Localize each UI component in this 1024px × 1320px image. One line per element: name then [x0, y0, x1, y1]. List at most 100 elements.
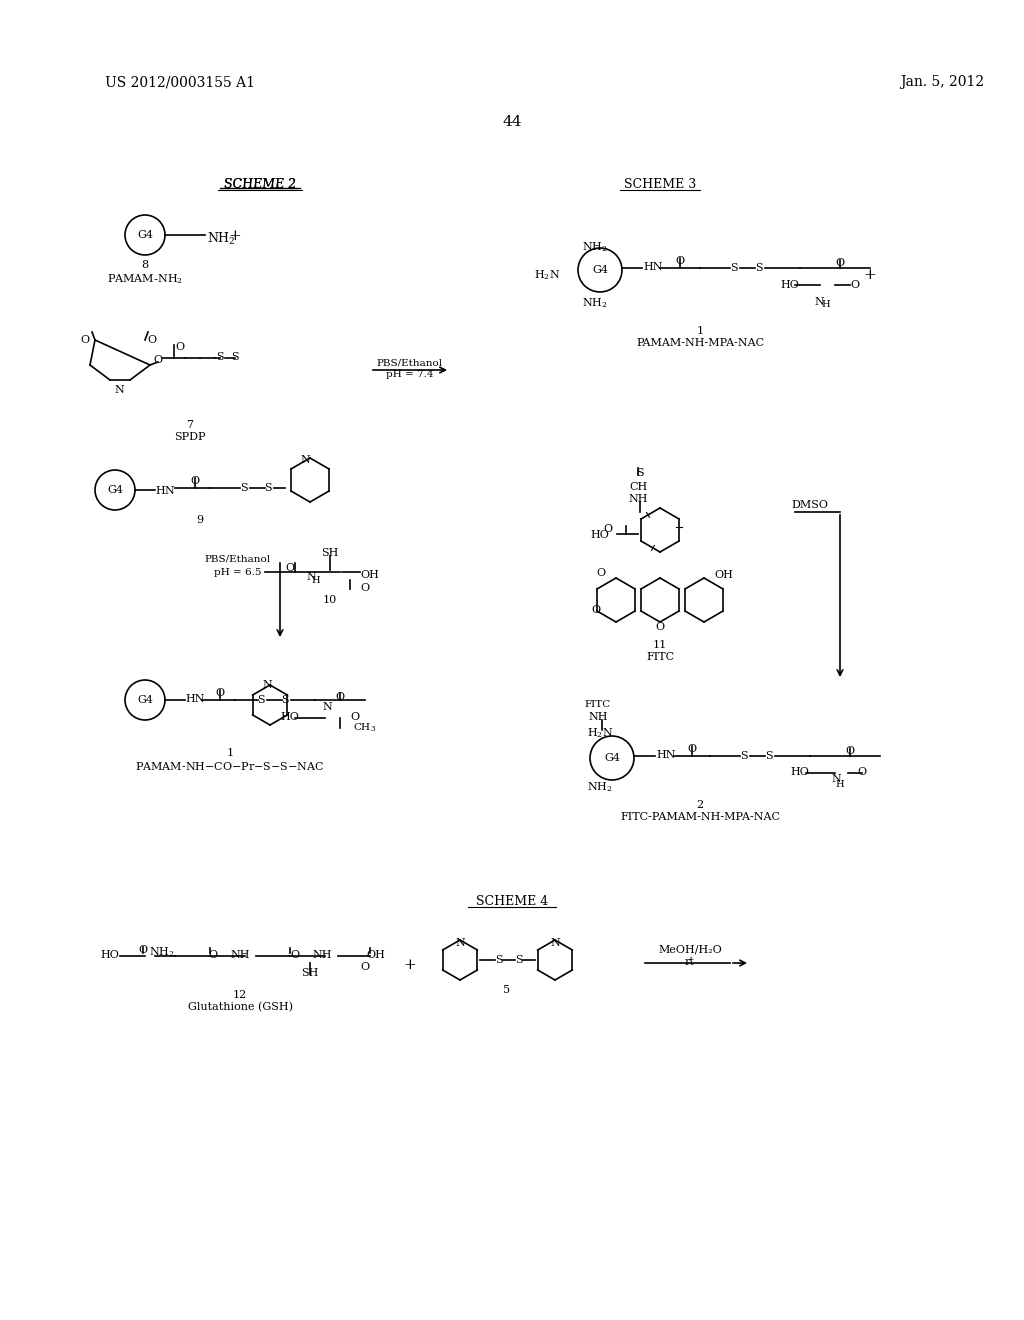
- Text: O: O: [336, 692, 344, 702]
- Text: FITC-PAMAM-NH-MPA-NAC: FITC-PAMAM-NH-MPA-NAC: [620, 812, 780, 822]
- Text: G4: G4: [137, 230, 153, 240]
- Text: H: H: [836, 780, 845, 789]
- Text: DMSO: DMSO: [792, 500, 828, 510]
- Text: S: S: [264, 483, 271, 492]
- Text: SCHEME 3: SCHEME 3: [624, 178, 696, 191]
- Text: G4: G4: [137, 696, 153, 705]
- Text: O: O: [655, 622, 665, 632]
- Text: SCHEME 4: SCHEME 4: [476, 895, 548, 908]
- Text: O: O: [360, 962, 370, 972]
- Text: PAMAM-NH$\mathregular{-}$CO$\mathregular{-}$Pr$\mathregular{-}$S$\mathregular{-}: PAMAM-NH$\mathregular{-}$CO$\mathregular…: [135, 760, 325, 772]
- Text: NH: NH: [312, 950, 332, 960]
- Text: PAMAM-NH-MPA-NAC: PAMAM-NH-MPA-NAC: [636, 338, 764, 348]
- Text: S: S: [257, 696, 265, 705]
- Text: O: O: [138, 945, 147, 954]
- Text: G4: G4: [604, 752, 620, 763]
- Text: S: S: [282, 696, 289, 705]
- Text: N: N: [455, 939, 465, 948]
- Text: 44: 44: [502, 115, 522, 129]
- Text: +: +: [863, 268, 877, 282]
- Text: S: S: [515, 954, 523, 965]
- Text: O: O: [603, 524, 612, 535]
- Text: OH: OH: [360, 570, 379, 579]
- Text: HN: HN: [643, 261, 663, 272]
- Text: FITC: FITC: [646, 652, 674, 663]
- Text: 7: 7: [186, 420, 194, 430]
- Text: Glutathione (GSH): Glutathione (GSH): [187, 1002, 293, 1012]
- Text: O: O: [687, 744, 696, 754]
- Text: $\mathregular{NH_2}$: $\mathregular{NH_2}$: [150, 945, 175, 958]
- Text: SCHEME 2: SCHEME 2: [224, 178, 296, 191]
- Text: $\mathregular{CH_3}$: $\mathregular{CH_3}$: [353, 722, 377, 734]
- Text: O: O: [350, 711, 359, 722]
- Text: O: O: [215, 688, 224, 698]
- Text: O: O: [360, 583, 369, 593]
- Text: US 2012/0003155 A1: US 2012/0003155 A1: [105, 75, 255, 88]
- Text: FITC: FITC: [585, 700, 611, 709]
- Text: O: O: [209, 950, 217, 960]
- Text: SH: SH: [301, 968, 318, 978]
- Text: O: O: [175, 342, 184, 352]
- Text: $\mathregular{N}$: $\mathregular{N}$: [814, 294, 825, 308]
- Text: HO: HO: [281, 711, 299, 722]
- Text: HO: HO: [100, 950, 120, 960]
- Text: S: S: [730, 263, 738, 273]
- Text: HO: HO: [791, 767, 809, 777]
- Text: pH = 6.5: pH = 6.5: [214, 568, 262, 577]
- Text: O: O: [836, 257, 845, 268]
- Text: 1: 1: [696, 326, 703, 337]
- Text: SH: SH: [322, 548, 339, 558]
- Text: G4: G4: [592, 265, 608, 275]
- Text: S: S: [241, 483, 248, 492]
- Text: O: O: [190, 477, 200, 486]
- Text: Jan. 5, 2012: Jan. 5, 2012: [900, 75, 984, 88]
- Text: $\mathregular{HN}$: $\mathregular{HN}$: [155, 484, 176, 496]
- Text: HO: HO: [780, 280, 800, 290]
- Text: $\mathregular{H_2N}$: $\mathregular{H_2N}$: [587, 726, 613, 739]
- Text: N: N: [300, 455, 310, 465]
- Text: G4: G4: [106, 484, 123, 495]
- Text: S: S: [636, 469, 644, 478]
- Text: NH: NH: [230, 950, 250, 960]
- Text: $\mathregular{NH_2}$: $\mathregular{NH_2}$: [587, 780, 612, 793]
- Text: O: O: [857, 767, 866, 777]
- Text: S: S: [496, 954, 503, 965]
- Text: SPDP: SPDP: [174, 432, 206, 442]
- Text: O: O: [147, 335, 157, 345]
- Text: $\mathregular{N}$: $\mathregular{N}$: [306, 570, 317, 582]
- Text: O: O: [596, 568, 605, 578]
- Text: N: N: [831, 774, 841, 784]
- Text: O: O: [81, 335, 89, 345]
- Text: 2: 2: [696, 800, 703, 810]
- Text: 8: 8: [141, 260, 148, 271]
- Text: 5: 5: [504, 985, 511, 995]
- Text: PBS/Ethanol: PBS/Ethanol: [205, 554, 271, 564]
- Text: HN: HN: [185, 694, 205, 704]
- Text: NH: NH: [629, 494, 648, 504]
- Text: H: H: [821, 300, 830, 309]
- Text: S: S: [740, 751, 748, 762]
- Text: PBS/Ethanol: PBS/Ethanol: [377, 358, 443, 367]
- Text: OH: OH: [715, 570, 733, 579]
- Text: 9: 9: [197, 515, 204, 525]
- Text: H: H: [311, 576, 321, 585]
- Text: 12: 12: [232, 990, 247, 1001]
- Text: NH: NH: [588, 711, 608, 722]
- Text: OH: OH: [367, 950, 385, 960]
- Text: 10: 10: [323, 595, 337, 605]
- Text: O: O: [851, 280, 859, 290]
- Text: $\mathregular{H_2N}$: $\mathregular{H_2N}$: [534, 268, 560, 281]
- Text: N: N: [262, 680, 272, 690]
- Text: O: O: [154, 355, 163, 366]
- Text: MeOH/H₂O: MeOH/H₂O: [658, 945, 722, 954]
- Text: HO: HO: [591, 531, 609, 540]
- Text: CH: CH: [629, 482, 647, 492]
- Text: SCHEME 2: SCHEME 2: [224, 178, 296, 191]
- Text: N: N: [550, 939, 560, 948]
- Text: $\mathregular{PAMAM\text{-}NH_2}$: $\mathregular{PAMAM\text{-}NH_2}$: [106, 272, 183, 286]
- Text: +: +: [228, 228, 241, 243]
- Text: +: +: [403, 958, 417, 972]
- Text: S: S: [755, 263, 763, 273]
- Text: N: N: [114, 385, 124, 395]
- Text: O: O: [291, 950, 300, 960]
